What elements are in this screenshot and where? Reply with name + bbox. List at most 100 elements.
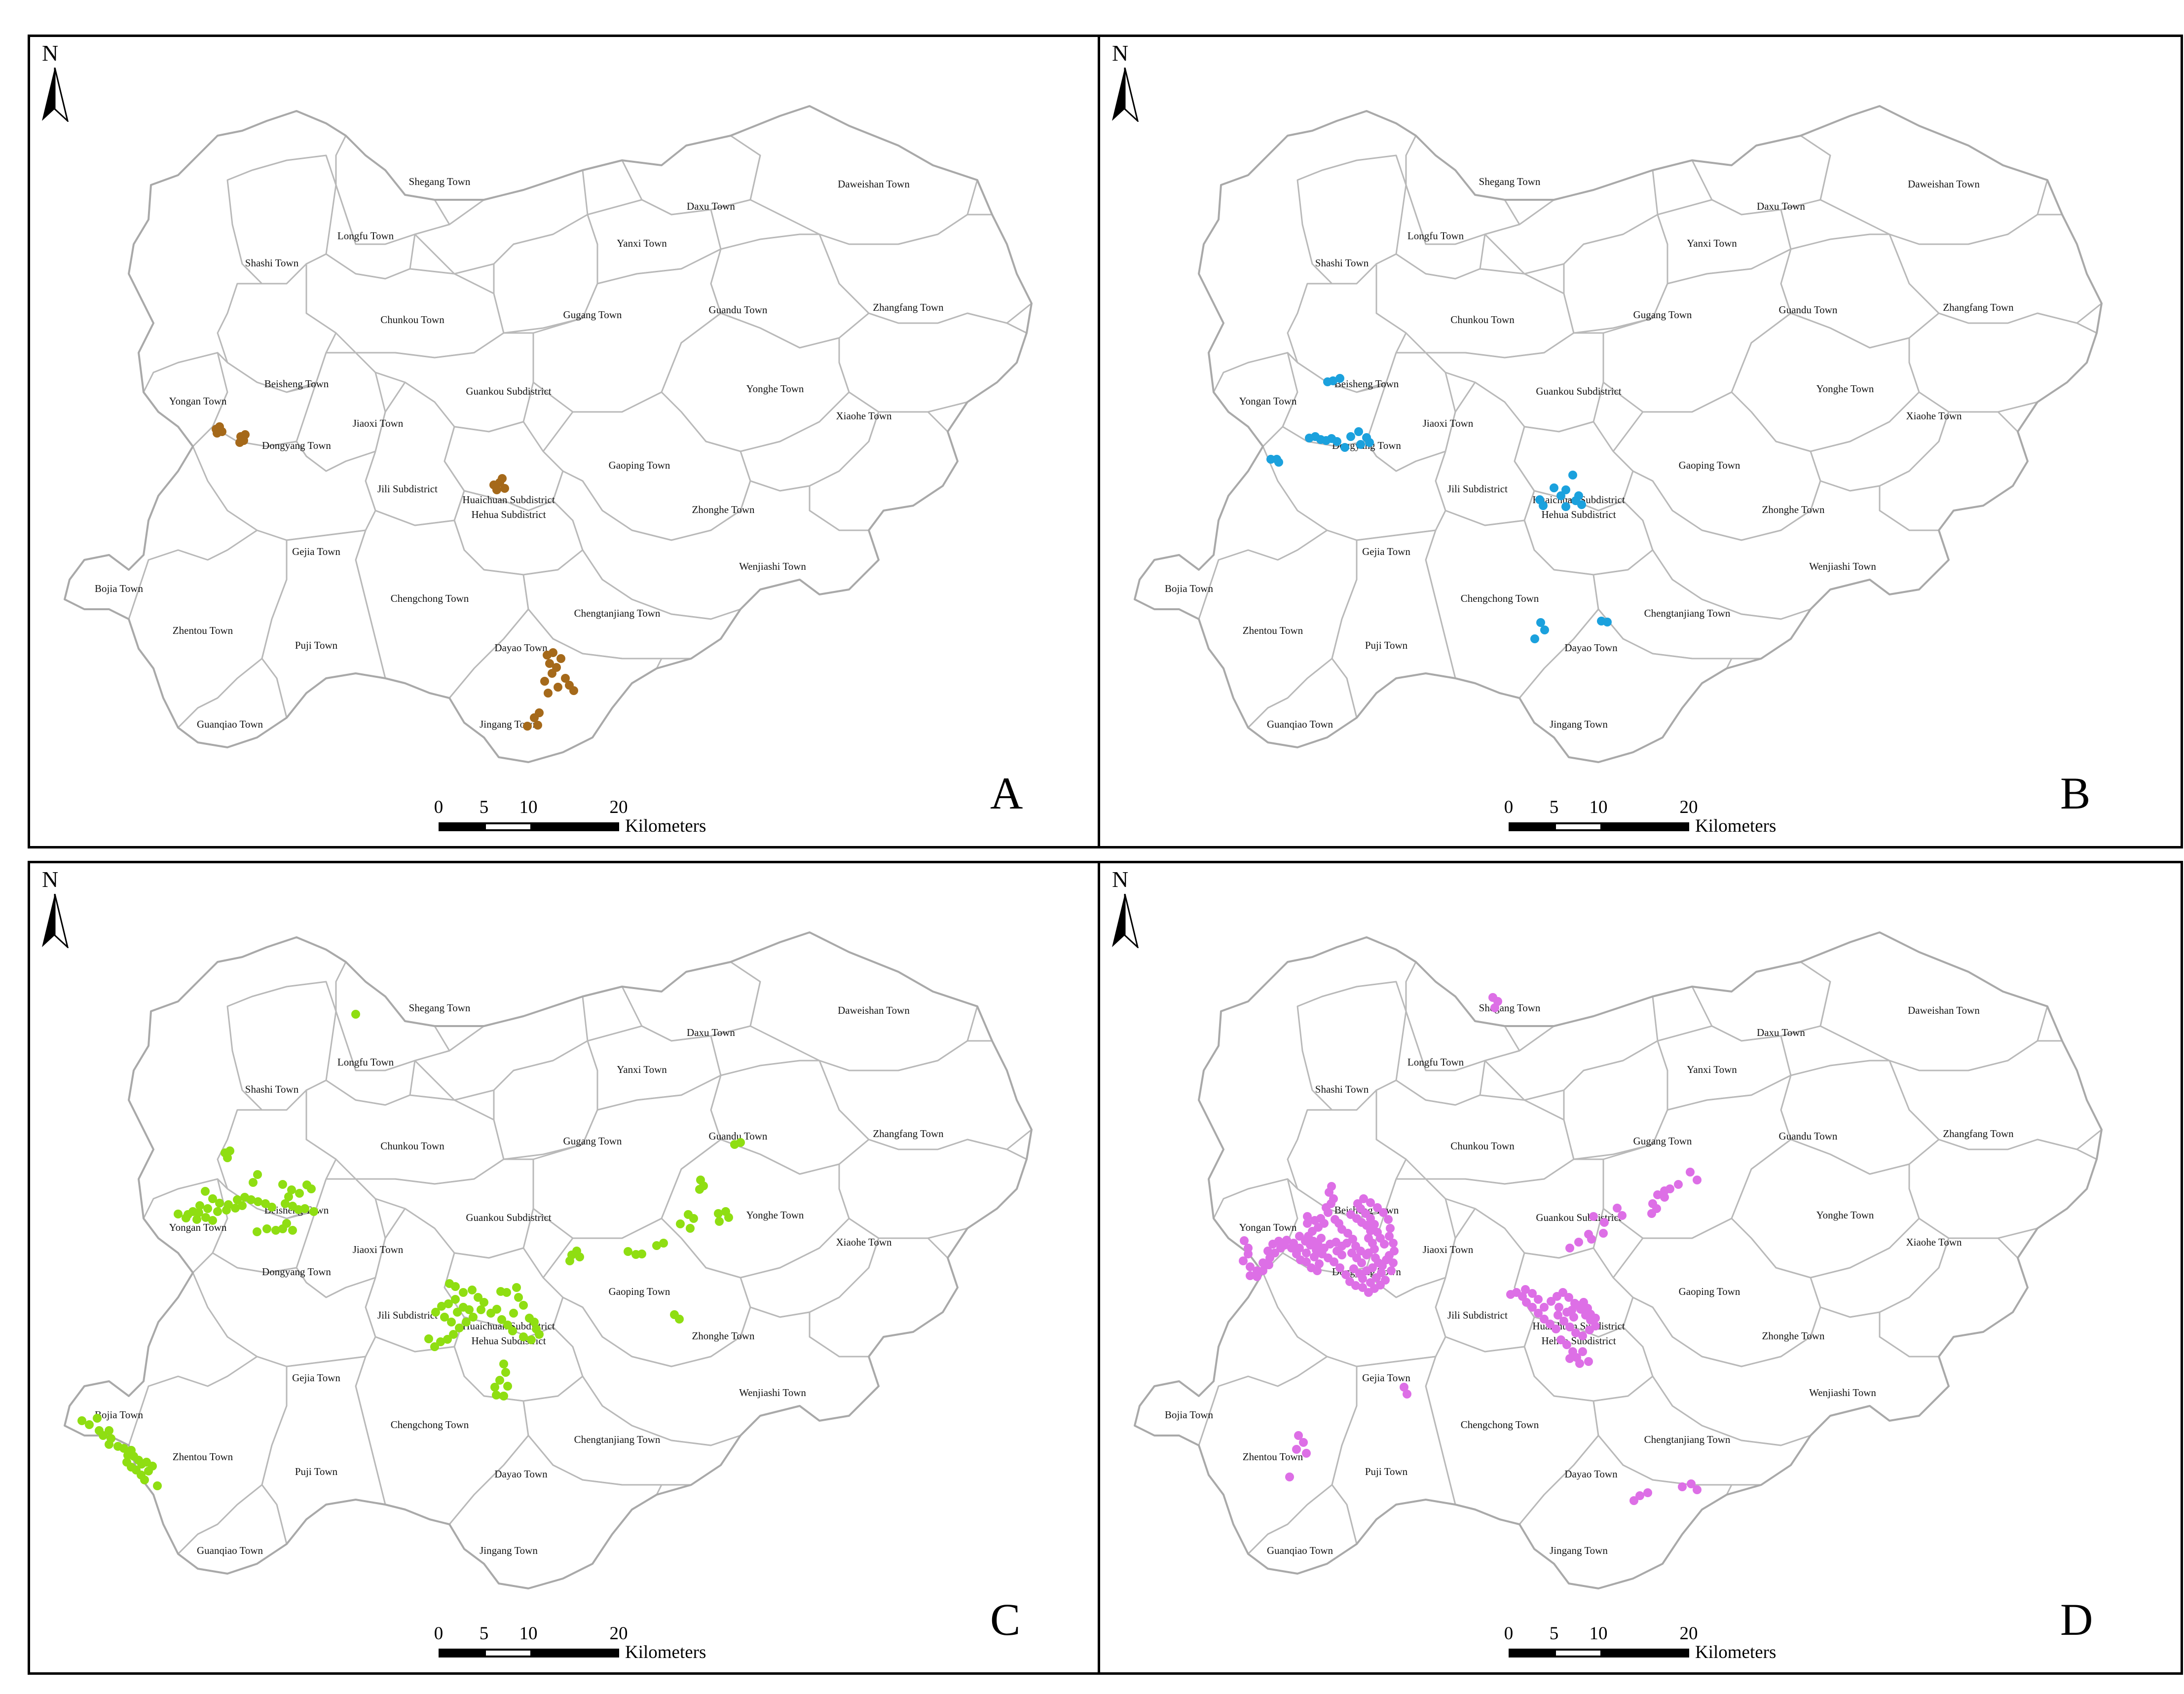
town-boundary bbox=[1262, 1252, 1446, 1367]
sample-point bbox=[1629, 1496, 1638, 1505]
sample-point bbox=[1540, 1303, 1549, 1312]
scale-bar-graphic bbox=[1509, 822, 1689, 831]
sample-point bbox=[1488, 993, 1497, 1002]
sample-point bbox=[447, 1318, 456, 1326]
sample-point bbox=[449, 1330, 458, 1339]
sample-point bbox=[153, 1481, 162, 1490]
town-label: Jili Subdistrict bbox=[1447, 1309, 1508, 1321]
sample-point bbox=[530, 1318, 539, 1326]
town-label: Yongan Town bbox=[169, 395, 227, 407]
sample-point bbox=[1364, 1288, 1373, 1297]
sample-point bbox=[1295, 1232, 1304, 1241]
scale-unit: Kilometers bbox=[625, 816, 706, 836]
sample-point bbox=[519, 1332, 528, 1341]
sample-point bbox=[1315, 1259, 1324, 1268]
town-label: Gaoping Town bbox=[1679, 459, 1740, 471]
town-label: Shegang Town bbox=[1479, 1002, 1541, 1014]
town-label: Gejia Town bbox=[1362, 1372, 1410, 1384]
town-label: Chengchong Town bbox=[1461, 1419, 1539, 1431]
sample-point bbox=[287, 1185, 296, 1194]
sample-point bbox=[284, 1192, 293, 1201]
sample-point bbox=[1578, 1331, 1587, 1340]
town-label: Guankou Subdistrict bbox=[466, 385, 551, 397]
town-label: Shashi Town bbox=[245, 257, 299, 269]
town-boundary bbox=[838, 1139, 1028, 1239]
sample-point bbox=[282, 1219, 291, 1228]
scale-tick-label: 10 bbox=[519, 1623, 538, 1644]
sample-point bbox=[535, 708, 544, 717]
sample-point bbox=[1299, 1438, 1308, 1447]
town-label: Shegang Town bbox=[409, 1002, 471, 1014]
sample-point bbox=[451, 1282, 460, 1291]
sample-point bbox=[1289, 1239, 1298, 1248]
sample-point bbox=[533, 721, 542, 730]
sample-point bbox=[440, 1313, 449, 1322]
town-label: Jili Subdistrict bbox=[377, 1309, 438, 1321]
town-label: Gejia Town bbox=[1362, 546, 1410, 557]
sample-point bbox=[1578, 1347, 1587, 1356]
sample-point bbox=[465, 1305, 474, 1314]
town-label: Jili Subdistrict bbox=[1447, 483, 1508, 495]
scale-tick-label: 20 bbox=[609, 797, 628, 817]
sample-point bbox=[1536, 618, 1545, 627]
sample-point bbox=[652, 1241, 661, 1250]
sample-point bbox=[492, 485, 501, 494]
sample-point bbox=[99, 1431, 108, 1440]
scale-segment bbox=[1511, 1651, 1556, 1656]
scale-tick-label: 0 bbox=[434, 1623, 444, 1644]
district-map: Shegang Town Daweishan Town Daxu Town Longf… bbox=[64, 105, 1033, 763]
town-label: Jili Subdistrict bbox=[377, 483, 438, 495]
sample-point bbox=[1539, 501, 1548, 510]
town-boundary bbox=[192, 1252, 376, 1367]
town-label: Gaoping Town bbox=[1679, 1286, 1740, 1297]
scale-segment bbox=[441, 824, 486, 829]
sample-point bbox=[119, 1444, 128, 1453]
sample-point bbox=[238, 1201, 247, 1210]
north-arrow-icon bbox=[1112, 68, 1139, 122]
town-label: Dayao Town bbox=[494, 1468, 548, 1480]
sample-point bbox=[1345, 1277, 1354, 1286]
sample-point bbox=[300, 1204, 309, 1213]
sample-point bbox=[1584, 1230, 1593, 1239]
scale-tick-label: 5 bbox=[479, 1623, 489, 1644]
north-arrow-icon bbox=[42, 68, 69, 122]
sample-point bbox=[1389, 1258, 1398, 1267]
town-label: Guandu Town bbox=[709, 304, 768, 316]
sample-point bbox=[736, 1138, 745, 1147]
scale-bar-graphic bbox=[439, 822, 619, 831]
sample-point bbox=[1591, 1322, 1600, 1330]
town-label: Yonghe Town bbox=[1816, 1209, 1874, 1221]
town-label: Xiaohe Town bbox=[1906, 410, 1962, 422]
map-panel-d: Shegang Town Daweishan Town Daxu Town Longf… bbox=[1098, 861, 2183, 1675]
scale-tick-label: 20 bbox=[1679, 797, 1698, 817]
town-label: Longfu Town bbox=[337, 230, 394, 242]
sample-point bbox=[1325, 1188, 1333, 1197]
sample-point bbox=[1295, 1244, 1304, 1252]
scale-tick-label: 20 bbox=[609, 1623, 628, 1644]
town-label: Bojia Town bbox=[1165, 1409, 1213, 1421]
town-label: Zhonghe Town bbox=[1762, 1330, 1825, 1342]
sample-point bbox=[1591, 1314, 1600, 1323]
scale-segment bbox=[1600, 1651, 1689, 1656]
scale-tick-label: 5 bbox=[479, 797, 489, 817]
town-label: Guanqiao Town bbox=[1267, 718, 1333, 730]
sample-point bbox=[195, 1201, 204, 1210]
sample-point bbox=[544, 689, 553, 698]
sample-point bbox=[201, 1187, 210, 1196]
sample-point bbox=[1574, 1238, 1583, 1247]
sample-point bbox=[469, 1313, 478, 1322]
sample-point bbox=[512, 1283, 521, 1292]
scale-tick-label: 10 bbox=[1589, 797, 1608, 817]
scale-tick-label: 10 bbox=[1589, 1623, 1608, 1644]
sample-point bbox=[437, 1302, 446, 1311]
town-label: Yanxi Town bbox=[617, 237, 667, 249]
town-label: Zhangfang Town bbox=[873, 301, 944, 313]
town-label: Guankou Subdistrict bbox=[1536, 385, 1621, 397]
sample-point bbox=[535, 1330, 544, 1339]
scale-tick-label: 5 bbox=[1549, 1623, 1559, 1644]
sample-point bbox=[1534, 1309, 1543, 1318]
town-label: Gejia Town bbox=[292, 546, 340, 557]
district-border bbox=[64, 105, 1033, 763]
town-label: Zhangfang Town bbox=[1943, 1128, 2014, 1140]
sample-point bbox=[480, 1298, 488, 1307]
